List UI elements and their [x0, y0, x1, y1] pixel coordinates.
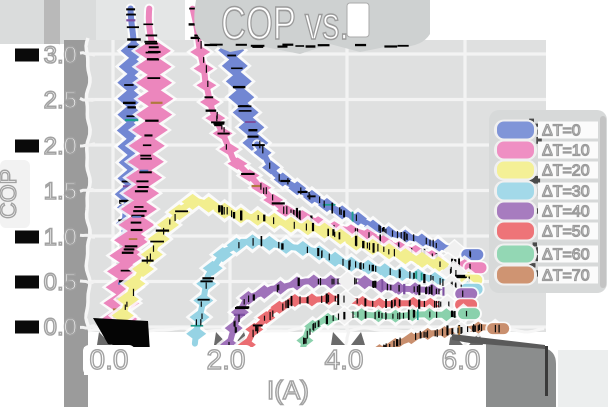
svg-text:2.5: 2.5: [44, 87, 77, 114]
svg-text:ΔT=20: ΔT=20: [542, 163, 590, 180]
svg-text:4.0: 4.0: [325, 344, 364, 375]
svg-text:ΔT=60: ΔT=60: [542, 247, 590, 264]
svg-text:ΔT=40: ΔT=40: [542, 204, 590, 221]
svg-text:6.0: 6.0: [442, 344, 481, 375]
svg-text:0.0: 0.0: [44, 314, 77, 341]
svg-text:2.0: 2.0: [207, 344, 246, 375]
svg-text:ΔT=50: ΔT=50: [542, 224, 590, 241]
svg-text:COP vs.: COP vs.: [221, 0, 349, 49]
svg-text:0.0: 0.0: [90, 344, 129, 375]
svg-text:ΔT=0: ΔT=0: [542, 123, 581, 140]
svg-text:3.0: 3.0: [44, 42, 77, 69]
svg-text:0.5: 0.5: [44, 269, 77, 296]
svg-text:1.0: 1.0: [44, 224, 77, 251]
svg-text:ΔT=10: ΔT=10: [542, 143, 590, 160]
svg-text:ΔT=70: ΔT=70: [542, 268, 590, 285]
svg-text:COP: COP: [0, 169, 21, 219]
svg-text:2.0: 2.0: [44, 133, 77, 160]
svg-text:I(A): I(A): [267, 375, 309, 405]
svg-text:1.5: 1.5: [44, 178, 77, 205]
svg-text:ΔT=30: ΔT=30: [542, 184, 590, 201]
